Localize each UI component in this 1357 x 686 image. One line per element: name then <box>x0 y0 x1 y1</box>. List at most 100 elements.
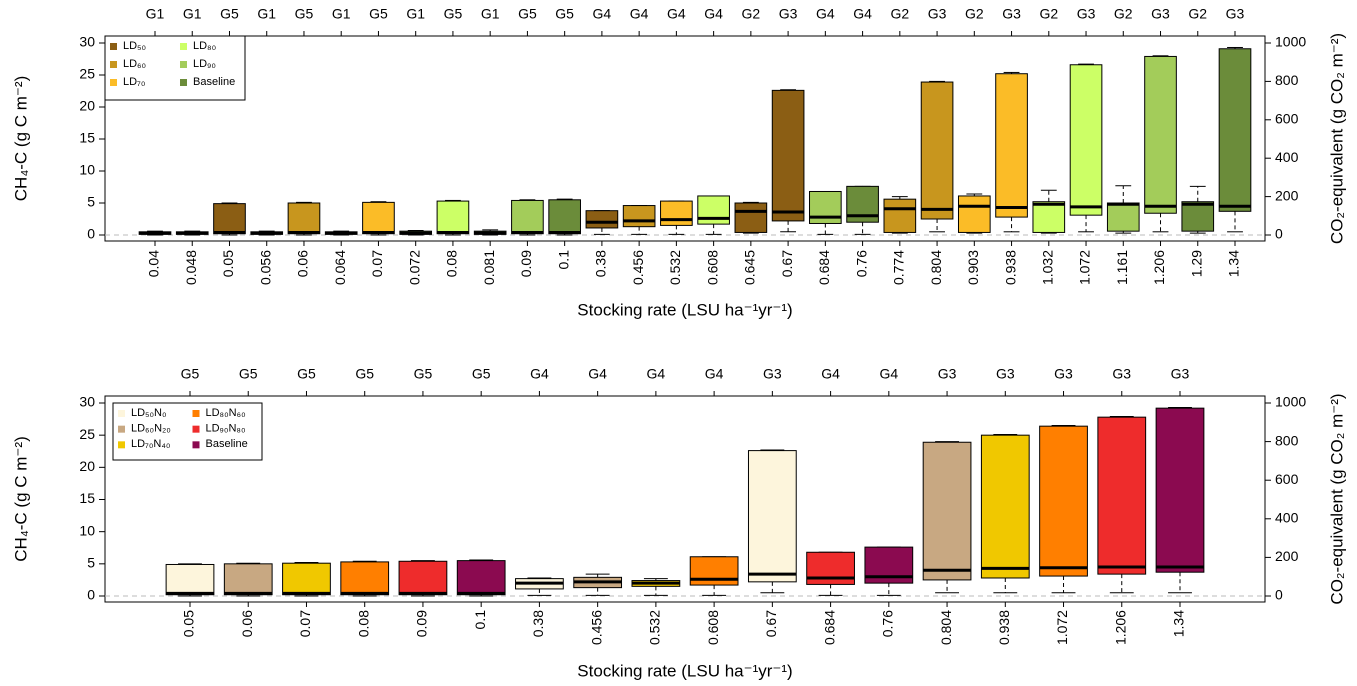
box <box>282 562 331 596</box>
top-label: G5 <box>472 366 491 382</box>
legend-swatch <box>192 410 200 417</box>
y-tick-label: 0 <box>87 226 95 242</box>
panel: 0 5 10 15 20 25 30 0 200 400 600 800 1000 CH₄-C (g C … <box>11 366 1346 681</box>
x-tick-label: 1.072 <box>1077 250 1093 285</box>
top-label: G5 <box>414 366 433 382</box>
top-label: G1 <box>406 6 425 22</box>
top-label: G1 <box>481 6 500 22</box>
x-tick-label: 0.09 <box>414 610 430 637</box>
x-tick-label: 0.06 <box>295 250 311 277</box>
legend-label: LD₆₀N₂₀ <box>131 423 171 435</box>
x-tick-label: 0.456 <box>588 610 604 645</box>
box <box>1069 64 1103 216</box>
box <box>883 198 917 233</box>
legend-frame <box>104 35 246 101</box>
y2-tick-label: 0 <box>1275 587 1283 603</box>
top-label: G4 <box>821 366 840 382</box>
top-label: G4 <box>630 6 649 22</box>
legend-label: LD₇₀N₄₀ <box>131 438 170 450</box>
top-label: G4 <box>588 366 607 382</box>
box <box>806 551 855 585</box>
legend-swatch <box>110 79 117 86</box>
x-tick-label: 0.76 <box>853 250 869 277</box>
top-label: G3 <box>1226 6 1245 22</box>
top-label: G2 <box>1114 6 1133 22</box>
y-tick-label: 25 <box>79 66 95 82</box>
top-label: G4 <box>667 6 686 22</box>
box <box>747 450 797 583</box>
x-tick-label: 0.456 <box>630 250 646 285</box>
plot-frame <box>104 395 1266 603</box>
top-label: G1 <box>183 6 202 22</box>
box <box>689 556 739 586</box>
y-tick-label: 5 <box>87 555 95 571</box>
box <box>809 190 842 224</box>
box <box>1144 55 1177 214</box>
legend-frame <box>112 402 263 461</box>
box <box>622 205 656 228</box>
x-tick-label: 0.072 <box>406 250 422 285</box>
x-tick-label: 0.048 <box>183 250 199 285</box>
top-label: G2 <box>965 6 984 22</box>
box <box>456 560 506 596</box>
box <box>1155 407 1205 573</box>
x-tick-label: 0.684 <box>821 610 837 645</box>
panel: 0 5 10 15 20 25 30 0 200 400 600 800 1000 CH₄-C (g C … <box>11 6 1346 320</box>
top-label: G2 <box>1188 6 1207 22</box>
top-label: G5 <box>555 6 574 22</box>
x-tick-label: 0.1 <box>555 250 571 270</box>
top-label: G5 <box>518 6 537 22</box>
top-label: G5 <box>369 6 388 22</box>
y2-axis-label: CO₂-equivalent (g CO₂ m⁻²) <box>1327 393 1346 604</box>
x-tick-label: 0.774 <box>891 250 907 285</box>
y-tick-label: 30 <box>79 394 95 410</box>
legend-swatch <box>110 61 117 68</box>
box <box>436 200 470 235</box>
legend-swatch <box>118 441 125 449</box>
x-tick-label: 0.08 <box>444 250 460 277</box>
legend-swatch <box>180 61 187 68</box>
legend-swatch <box>180 43 187 50</box>
top-label: G5 <box>444 6 463 22</box>
legend-label: LD₉₀N₈₀ <box>206 423 246 435</box>
x-tick-label: 0.38 <box>530 610 546 637</box>
box <box>1097 416 1147 575</box>
x-tick-label: 0.67 <box>779 250 795 277</box>
box <box>340 561 390 596</box>
legend-swatch <box>180 79 187 86</box>
box <box>1032 201 1066 233</box>
top-label: G4 <box>853 6 872 22</box>
x-axis-label: Stocking rate (LSU ha⁻¹yr⁻¹) <box>577 661 792 680</box>
top-label: G3 <box>1054 366 1073 382</box>
box <box>697 195 730 225</box>
box <box>213 203 246 235</box>
box <box>734 202 768 233</box>
legend-label: LD₅₀ <box>123 40 146 52</box>
box <box>1039 425 1088 577</box>
legend-label: LD₈₀ <box>193 40 216 52</box>
y2-tick-label: 200 <box>1275 187 1299 203</box>
y-axis-label: CH₄-C (g C m⁻²) <box>11 76 30 201</box>
top-label: G5 <box>220 6 239 22</box>
top-label: G4 <box>816 6 835 22</box>
x-tick-label: 0.1 <box>472 610 488 630</box>
x-tick-label: 0.684 <box>816 250 832 285</box>
box <box>1181 201 1215 232</box>
legend-swatch <box>110 43 117 50</box>
y2-tick-label: 1000 <box>1275 34 1306 50</box>
legend-label: LD₈₀N₆₀ <box>206 407 246 419</box>
x-tick-label: 1.34 <box>1171 610 1187 637</box>
box <box>1106 202 1140 232</box>
x-tick-label: 0.67 <box>763 610 779 637</box>
x-tick-label: 0.056 <box>257 250 273 285</box>
legend-swatch <box>192 425 200 433</box>
x-tick-label: 1.032 <box>1039 250 1055 285</box>
x-tick-label: 1.34 <box>1226 250 1242 277</box>
x-tick-label: 0.07 <box>297 610 313 637</box>
top-label: G4 <box>704 6 723 22</box>
top-label: G3 <box>1002 6 1021 22</box>
top-label: G3 <box>996 366 1015 382</box>
y2-tick-label: 0 <box>1275 226 1283 242</box>
y-tick-label: 10 <box>79 522 95 538</box>
